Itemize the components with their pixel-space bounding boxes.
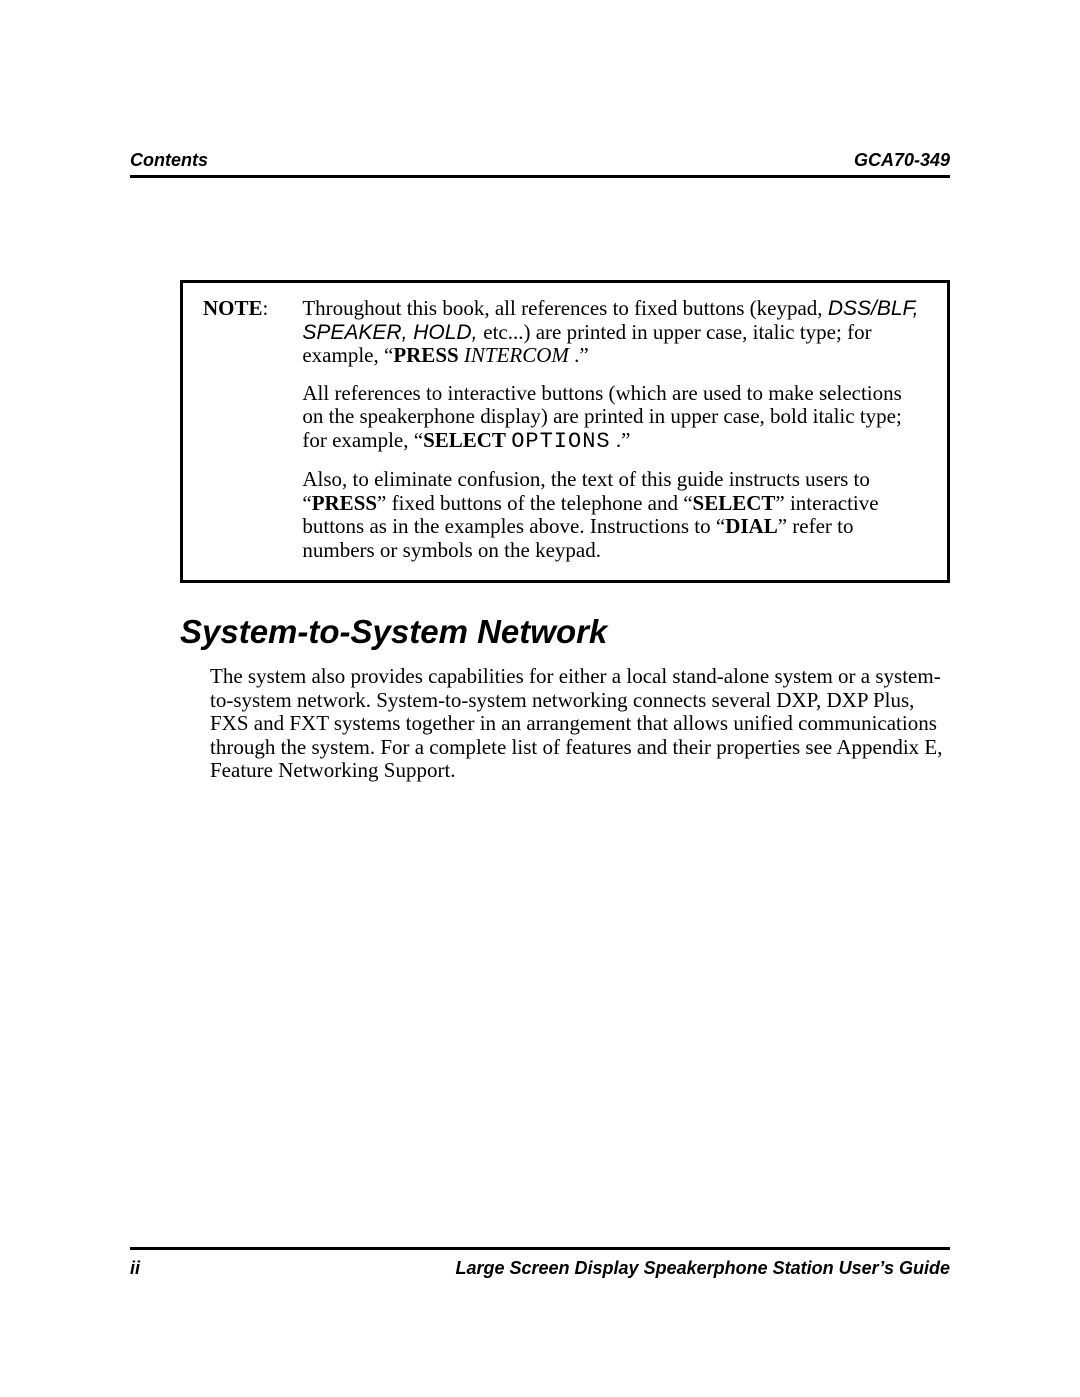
note-p1-a: Throughout this book, all references to … (302, 296, 827, 320)
note-label: NOTE (203, 296, 263, 320)
note-p2-e: .” (611, 428, 631, 452)
note-p1-f: .” (574, 343, 589, 367)
note-p3-c: ” fixed buttons of the telephone and “ (377, 491, 692, 515)
note-p3-b: PRESS (312, 491, 377, 515)
note-p3-d: SELECT (693, 491, 776, 515)
footer-left: ii (130, 1258, 140, 1279)
note-para-3: Also, to eliminate confusion, the text o… (302, 468, 927, 562)
header-left: Contents (130, 150, 208, 171)
footer-right: Large Screen Display Speakerphone Statio… (455, 1258, 950, 1279)
header-right: GCA70-349 (854, 150, 950, 171)
note-p1-d: PRESS (393, 343, 458, 367)
page-content: NOTE: Throughout this book, all referenc… (180, 280, 950, 797)
note-body: Throughout this book, all references to … (302, 297, 927, 562)
page-footer: ii Large Screen Display Speakerphone Sta… (130, 1247, 950, 1279)
note-box: NOTE: Throughout this book, all referenc… (180, 280, 950, 583)
section-heading: System-to-System Network (180, 613, 950, 651)
note-para-1: Throughout this book, all references to … (302, 297, 927, 368)
note-p1-e: INTERCOM (459, 343, 575, 367)
page-header: Contents GCA70-349 (130, 150, 950, 178)
page: Contents GCA70-349 NOTE: Throughout this… (0, 0, 1080, 1397)
note-para-2: All references to interactive buttons (w… (302, 382, 927, 455)
note-label-col: NOTE: (203, 297, 268, 562)
note-p2-d: OPTIONS (511, 429, 610, 454)
note-p2-b: SELECT (423, 428, 506, 452)
note-colon: : (263, 296, 269, 320)
note-row: NOTE: Throughout this book, all referenc… (203, 297, 927, 562)
section-body: The system also provides capabilities fo… (210, 665, 950, 783)
note-p3-f: DIAL (725, 514, 778, 538)
